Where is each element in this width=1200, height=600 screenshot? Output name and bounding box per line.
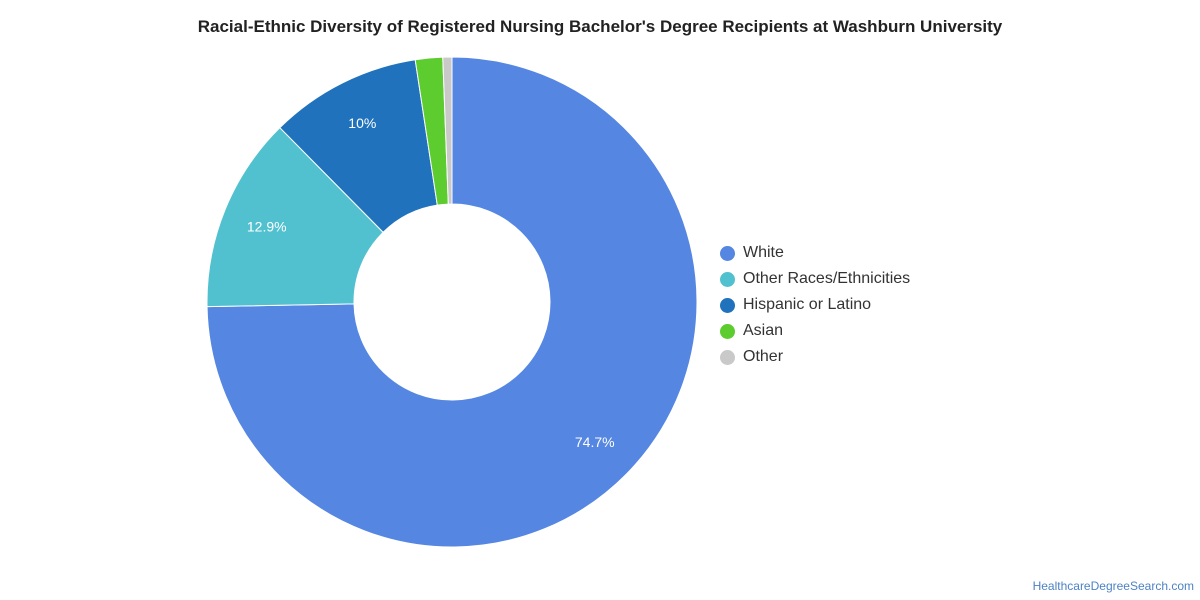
source-link[interactable]: HealthcareDegreeSearch.com [1032, 579, 1194, 593]
slice-white[interactable] [206, 56, 698, 548]
slice-label-other-races-ethnicities: 12.9% [247, 219, 287, 235]
legend-label-other: Other [743, 348, 784, 365]
legend-label-hispanic-latino: Hispanic or Latino [743, 296, 872, 313]
legend-swatch-hispanic-latino [720, 297, 735, 313]
slice-other[interactable] [442, 56, 453, 205]
legend-swatch-white [720, 245, 735, 261]
legend-label-white: White [743, 244, 784, 261]
slice-other-races-ethnicities[interactable] [206, 126, 384, 308]
slice-label-hispanic-or-latino: 10% [348, 115, 376, 131]
chart-title: Racial-Ethnic Diversity of Registered Nu… [197, 17, 1003, 36]
donut-slices [206, 56, 698, 548]
legend-swatch-other-races [720, 271, 735, 287]
legend-item-other[interactable]: Other [720, 344, 910, 370]
legend-label-other-races: Other Races/Ethnicities [743, 270, 911, 287]
slice-label-white: 74.7% [575, 434, 615, 450]
legend-swatch-other [720, 349, 735, 365]
legend-label-asian: Asian [743, 322, 784, 339]
legend-item-hispanic-latino[interactable]: Hispanic or Latino [720, 292, 910, 318]
legend-item-white[interactable]: White [720, 240, 910, 266]
legend-swatch-asian [720, 323, 735, 339]
chart-legend: White Other Races/Ethnicities Hispanic o… [720, 240, 910, 370]
legend-item-asian[interactable]: Asian [720, 318, 910, 344]
legend-item-other-races[interactable]: Other Races/Ethnicities [720, 266, 910, 292]
slice-labels: 74.7% 12.9% 10% [247, 115, 615, 450]
